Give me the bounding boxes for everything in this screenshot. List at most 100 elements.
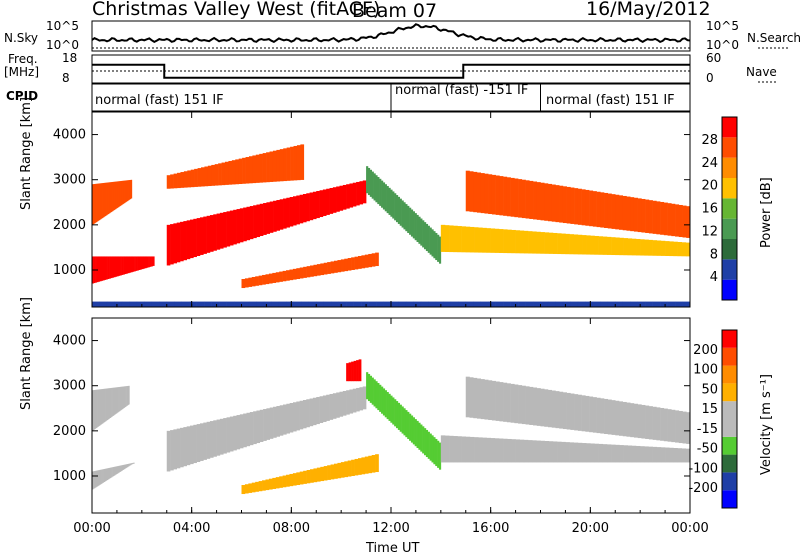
velocity-band-afternoon-low	[536, 440, 541, 463]
power-band-afternoon-high	[641, 198, 646, 233]
velocity-band-morning-upper	[96, 389, 98, 428]
velocity-band-afternoon-low	[494, 438, 500, 463]
power-band-morning-upper	[109, 182, 112, 213]
velocity-band-red-patch	[356, 360, 359, 382]
power-band-main	[319, 190, 324, 218]
velocity-band-afternoon-high	[630, 403, 635, 438]
velocity-band-afternoon-high	[618, 401, 624, 436]
velocity-band-afternoon-high	[562, 392, 567, 430]
power-band-afternoon-high	[663, 202, 668, 236]
power-band-afternoon-low	[536, 231, 541, 254]
velocity-band-lower	[313, 468, 318, 483]
cpid-label: CPID	[6, 89, 39, 103]
velocity-band-afternoon-high	[682, 411, 687, 444]
power-band-descending	[420, 218, 423, 246]
velocity-band-afternoon-high	[671, 409, 676, 443]
velocity-band-early	[98, 470, 100, 486]
power-band-early	[118, 256, 121, 276]
power-band-descending	[375, 175, 378, 203]
power-band-morning-upper	[121, 180, 124, 205]
freq-trace	[92, 63, 690, 79]
velocity-band-early	[118, 465, 120, 473]
velocity-band-red-patch	[358, 359, 362, 382]
ytick-label: 1000	[53, 469, 86, 484]
velocity-band-main	[349, 389, 354, 414]
velocity-band-afternoon-high	[488, 380, 493, 421]
velocity-band-descending	[397, 402, 401, 430]
power-band-near-range	[682, 301, 691, 307]
power-band-afternoon-high	[514, 178, 519, 218]
power-band-near-range	[166, 301, 175, 307]
power-band-descending	[388, 187, 391, 215]
velocity-band-afternoon-low	[557, 441, 562, 463]
power-colorbar-tick: 12	[701, 224, 718, 239]
power-band-near-range	[570, 301, 579, 307]
velocity-band-descending	[414, 419, 417, 447]
power-band-near-range	[181, 301, 190, 307]
power-band-main	[249, 206, 254, 240]
power-band-main	[349, 183, 354, 208]
power-band-lower	[351, 257, 355, 270]
power-band-early	[120, 256, 122, 276]
power-band-main	[263, 203, 267, 235]
velocity-band-early	[110, 467, 112, 479]
velocity-band-main	[256, 410, 261, 444]
velocity-band-lower	[268, 478, 273, 490]
power-band-main	[246, 206, 251, 241]
power-band-near-range	[383, 301, 392, 307]
velocity-band-afternoon-high	[574, 394, 579, 431]
power-band-upper	[207, 165, 212, 187]
velocity-band-main	[243, 413, 247, 448]
velocity-band-afternoon-low	[665, 447, 670, 463]
velocity-band-descending	[399, 404, 402, 432]
velocity-band-morning-upper	[92, 390, 95, 431]
power-band-afternoon-low	[498, 229, 504, 253]
velocity-band-main	[342, 390, 347, 416]
velocity-band-morning-upper	[94, 389, 97, 429]
power-band-afternoon-low	[561, 233, 566, 255]
beam-label: Beam 07	[352, 0, 438, 22]
power-band-main	[336, 186, 340, 212]
power-band-descending	[427, 225, 430, 253]
velocity-band-morning-upper	[95, 389, 97, 429]
velocity-band-afternoon-low	[577, 442, 583, 463]
power-band-upper	[255, 154, 260, 183]
velocity-band-afternoon-high	[518, 385, 523, 424]
velocity-band-afternoon-high	[521, 385, 526, 425]
velocity-band-afternoon-low	[474, 437, 479, 463]
power-band-afternoon-high	[480, 173, 485, 214]
velocity-band-afternoon-high	[469, 377, 474, 418]
velocity-band-morning-upper	[107, 388, 110, 420]
power-band-near-range	[420, 301, 429, 307]
velocity-band-lower	[323, 466, 328, 481]
velocity-band-afternoon-low	[548, 441, 554, 463]
power-band-afternoon-high	[622, 195, 627, 231]
velocity-band-afternoon-low	[586, 443, 591, 463]
power-band-afternoon-low	[461, 226, 467, 253]
power-band-afternoon-high	[581, 189, 586, 226]
velocity-band-descending	[392, 397, 395, 425]
velocity-band-lower	[279, 476, 283, 488]
velocity-band-morning-upper	[102, 388, 104, 424]
power-band-descending	[438, 236, 442, 264]
velocity-band-afternoon-low	[582, 443, 587, 463]
velocity-band-afternoon-low	[490, 438, 496, 463]
velocity-band-lower	[299, 471, 304, 485]
power-band-main	[299, 194, 304, 224]
velocity-band-descending	[390, 395, 393, 423]
power-band-lower	[241, 279, 246, 289]
velocity-band-afternoon-low	[631, 445, 637, 463]
power-band-afternoon-high	[544, 183, 549, 221]
site-title: Christmas Valley West (fitACF)	[92, 0, 381, 20]
velocity-band-red-patch	[351, 361, 354, 382]
power-band-upper	[201, 167, 205, 187]
velocity-band-early	[117, 466, 119, 474]
power-band-near-range	[577, 301, 586, 307]
power-band-morning-upper	[96, 183, 99, 222]
power-band-near-range	[525, 301, 534, 307]
velocity-band-afternoon-high	[675, 410, 680, 443]
power-band-morning-upper	[124, 180, 127, 203]
velocity-band-main	[226, 417, 231, 453]
velocity-band-afternoon-high	[678, 410, 683, 444]
power-band-early	[126, 256, 129, 274]
